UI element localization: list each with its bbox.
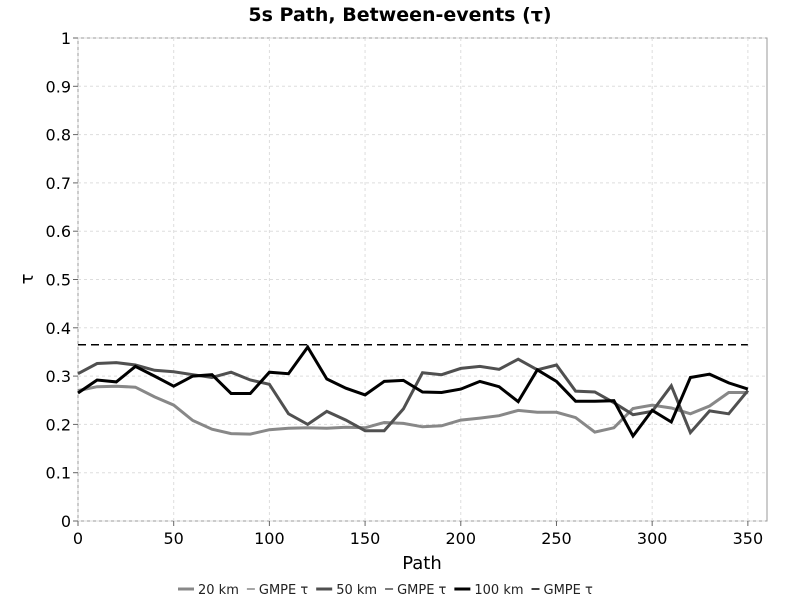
chart-title: 5s Path, Between-events (τ) [248, 4, 551, 26]
legend-label: 50 km [336, 583, 377, 598]
y-tick-label: 0.2 [46, 415, 71, 434]
legend-label: GMPE τ [397, 583, 446, 598]
legend-label: GMPE τ [544, 583, 593, 598]
y-axis-label: τ [17, 274, 38, 285]
legend-label: 20 km [198, 583, 239, 598]
series-line-50-km [77, 357, 750, 436]
x-tick-label: 200 [446, 529, 477, 548]
y-tick-label: 0.6 [46, 222, 71, 241]
legend: 20 km GMPE τ 50 km GMPE τ 100 km GMPE τ [178, 583, 593, 598]
x-tick-label: 350 [733, 529, 764, 548]
y-tick-label: 0.9 [46, 77, 71, 96]
x-tick-label: 50 [164, 529, 184, 548]
y-tick-label: 0.7 [46, 174, 71, 193]
series-line-20-km [77, 384, 748, 436]
y-tick-label: 0.8 [46, 126, 71, 145]
y-tick-label: 1 [61, 29, 71, 48]
series-line-100-km [77, 344, 749, 439]
x-tick-label: 250 [541, 529, 572, 548]
x-tick-label: 150 [350, 529, 381, 548]
x-tick-label: 300 [637, 529, 668, 548]
grid [77, 37, 767, 522]
y-tick-label: 0 [61, 512, 71, 531]
y-tick-label: 0.5 [46, 271, 71, 290]
x-axis-label: Path [402, 553, 442, 574]
legend-label: GMPE τ [259, 583, 308, 598]
axes: 0 0.1 0.2 0.3 0.4 0.5 0.6 0.7 0.8 0.9 1 0 50 100 150 20… [46, 29, 764, 548]
legend-label: 100 km [474, 583, 523, 598]
series-lines [77, 344, 750, 439]
x-tick-label: 0 [73, 529, 83, 548]
y-tick-label: 0.4 [46, 319, 71, 338]
y-tick-label: 0.1 [46, 464, 71, 483]
x-tick-label: 100 [254, 529, 285, 548]
y-tick-label: 0.3 [46, 367, 71, 386]
